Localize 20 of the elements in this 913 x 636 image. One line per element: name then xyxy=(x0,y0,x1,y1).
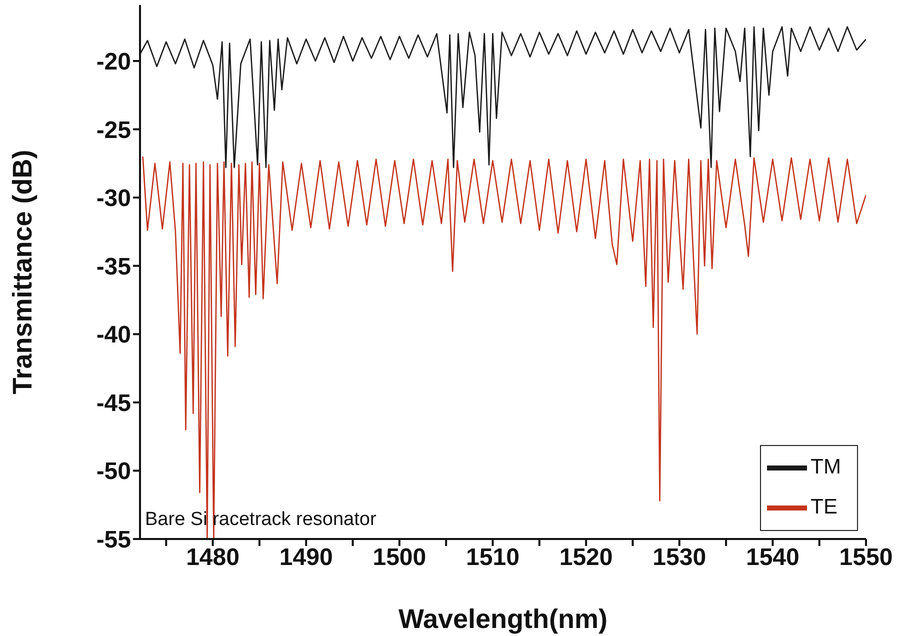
y-tick-label: -50 xyxy=(96,458,131,486)
x-tick-label: 1500 xyxy=(372,544,426,572)
x-tick-label: 1520 xyxy=(559,544,613,572)
x-tick-label: 1550 xyxy=(839,544,893,572)
x-tick-label: 1480 xyxy=(186,544,240,572)
y-tick-label: -45 xyxy=(96,390,131,417)
x-tick-label: 1490 xyxy=(279,544,333,572)
y-tick-label: -25 xyxy=(96,116,131,144)
y-tick-label: -55 xyxy=(96,526,131,554)
y-tick-label: -30 xyxy=(96,185,131,212)
y-tick-label: -35 xyxy=(96,253,131,280)
x-tick-label: 1540 xyxy=(746,544,800,572)
legend-label: TE xyxy=(810,496,838,519)
x-tick-label: 1510 xyxy=(466,544,520,572)
y-tick-label: -40 xyxy=(96,322,131,349)
legend-label: TM xyxy=(810,456,841,479)
y-tick-label: -20 xyxy=(96,48,131,76)
x-axis-title: Wavelength(nm) xyxy=(398,604,608,634)
x-tick-label: 1530 xyxy=(652,544,706,572)
y-axis-title: Transmittance (dB) xyxy=(8,150,38,394)
